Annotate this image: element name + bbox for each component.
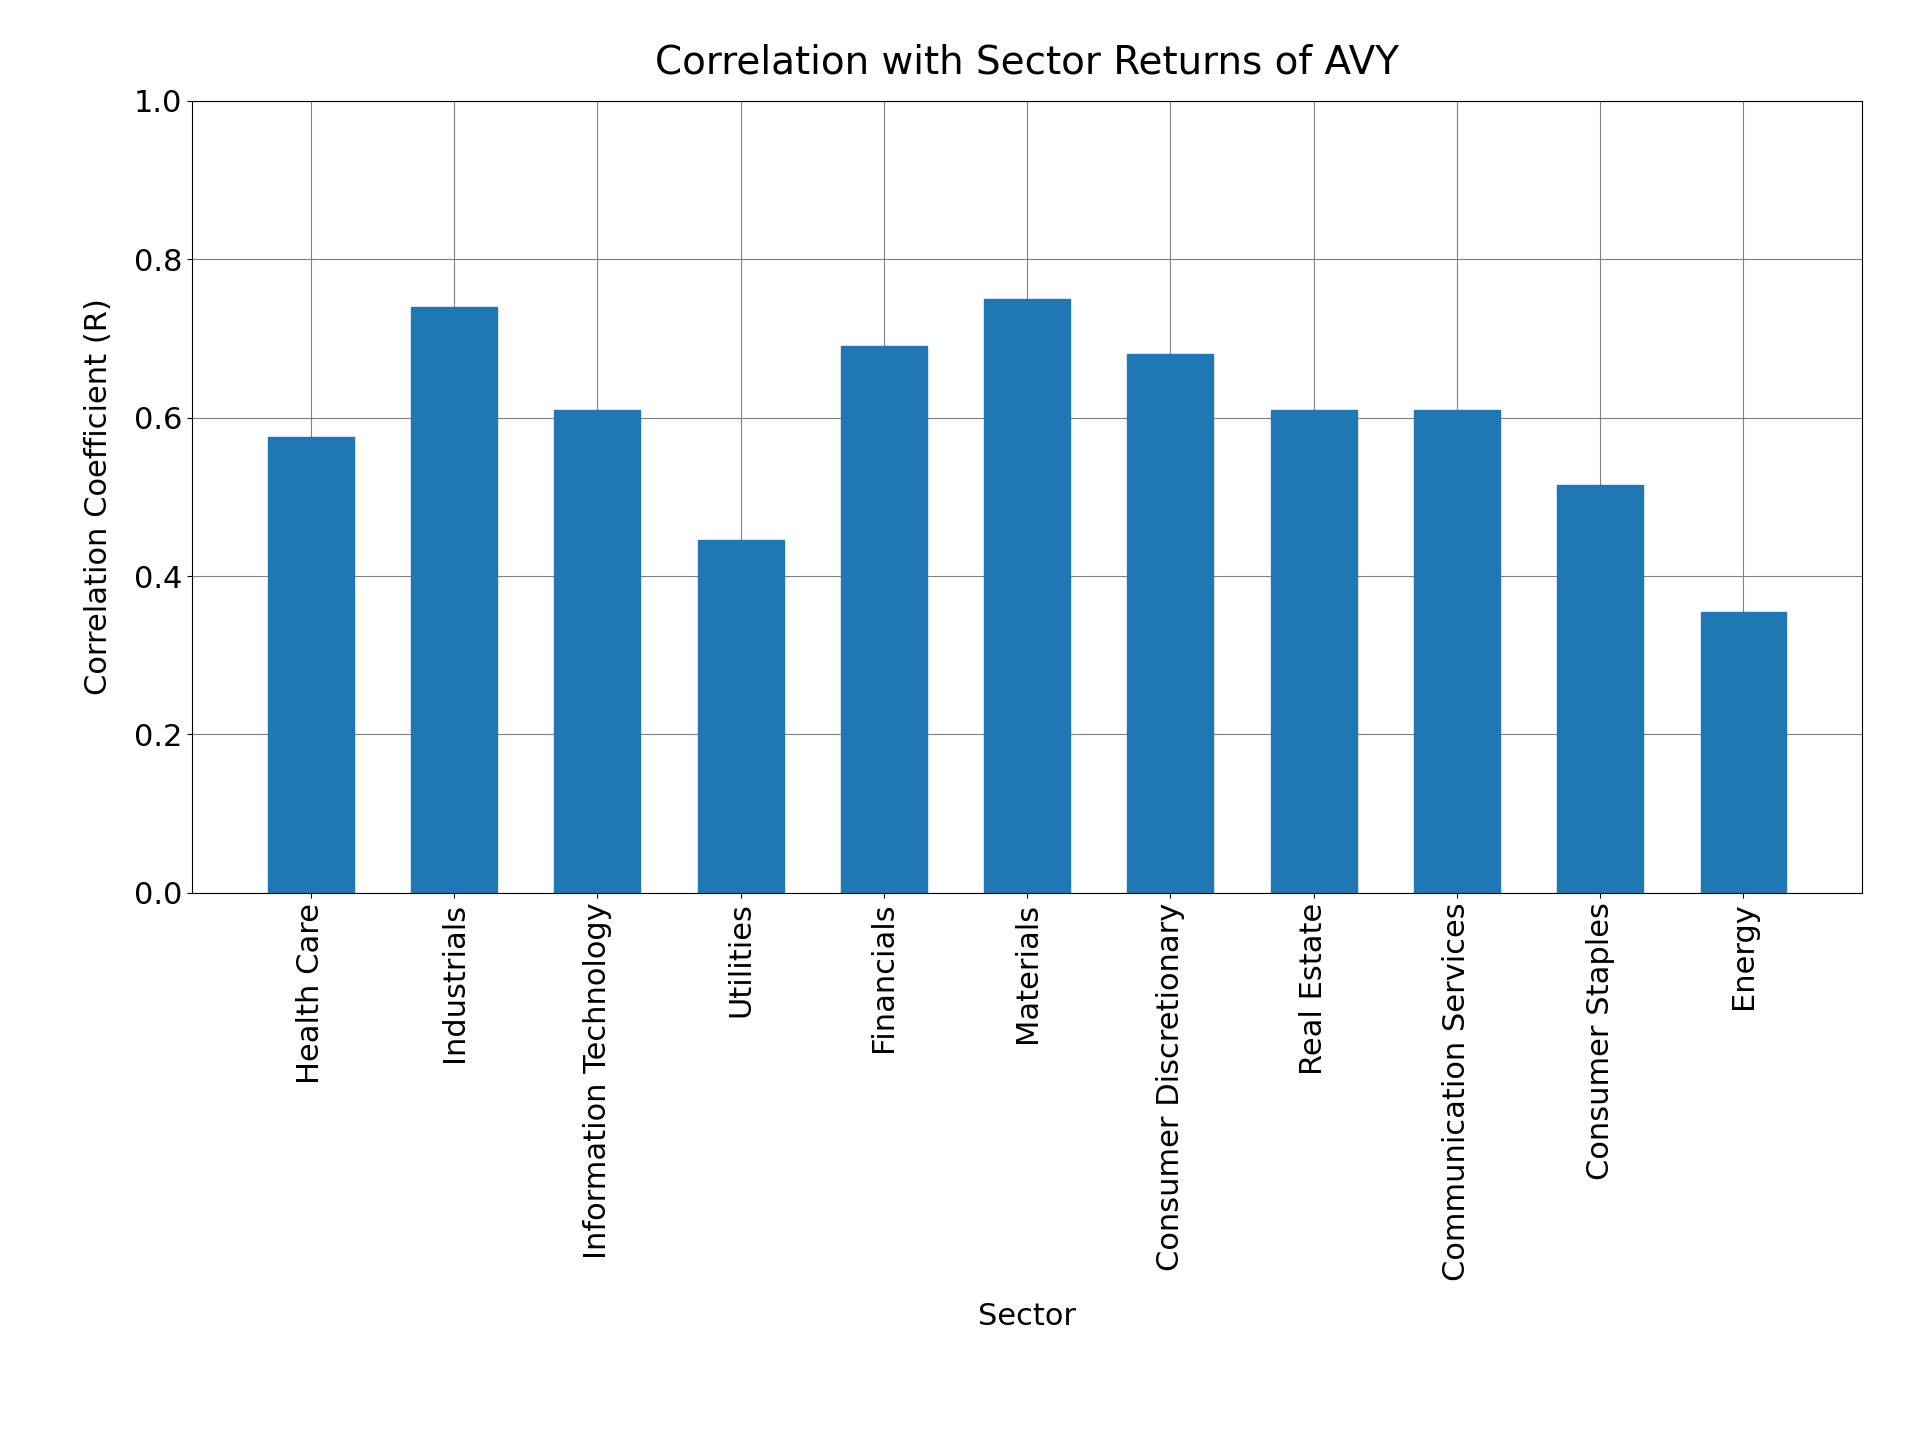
Bar xyxy=(1701,612,1786,893)
Title: Correlation with Sector Returns of AVY: Correlation with Sector Returns of AVY xyxy=(655,43,1400,81)
Bar xyxy=(1557,485,1644,893)
Bar xyxy=(841,347,927,893)
Bar xyxy=(985,298,1069,893)
Bar xyxy=(1127,354,1213,893)
Bar xyxy=(1413,409,1500,893)
Bar xyxy=(555,409,641,893)
Bar xyxy=(269,438,353,893)
Bar xyxy=(1271,409,1357,893)
X-axis label: Sector: Sector xyxy=(977,1302,1077,1331)
Y-axis label: Correlation Coefficient (R): Correlation Coefficient (R) xyxy=(84,298,113,696)
Bar xyxy=(411,307,497,893)
Bar xyxy=(697,540,783,893)
